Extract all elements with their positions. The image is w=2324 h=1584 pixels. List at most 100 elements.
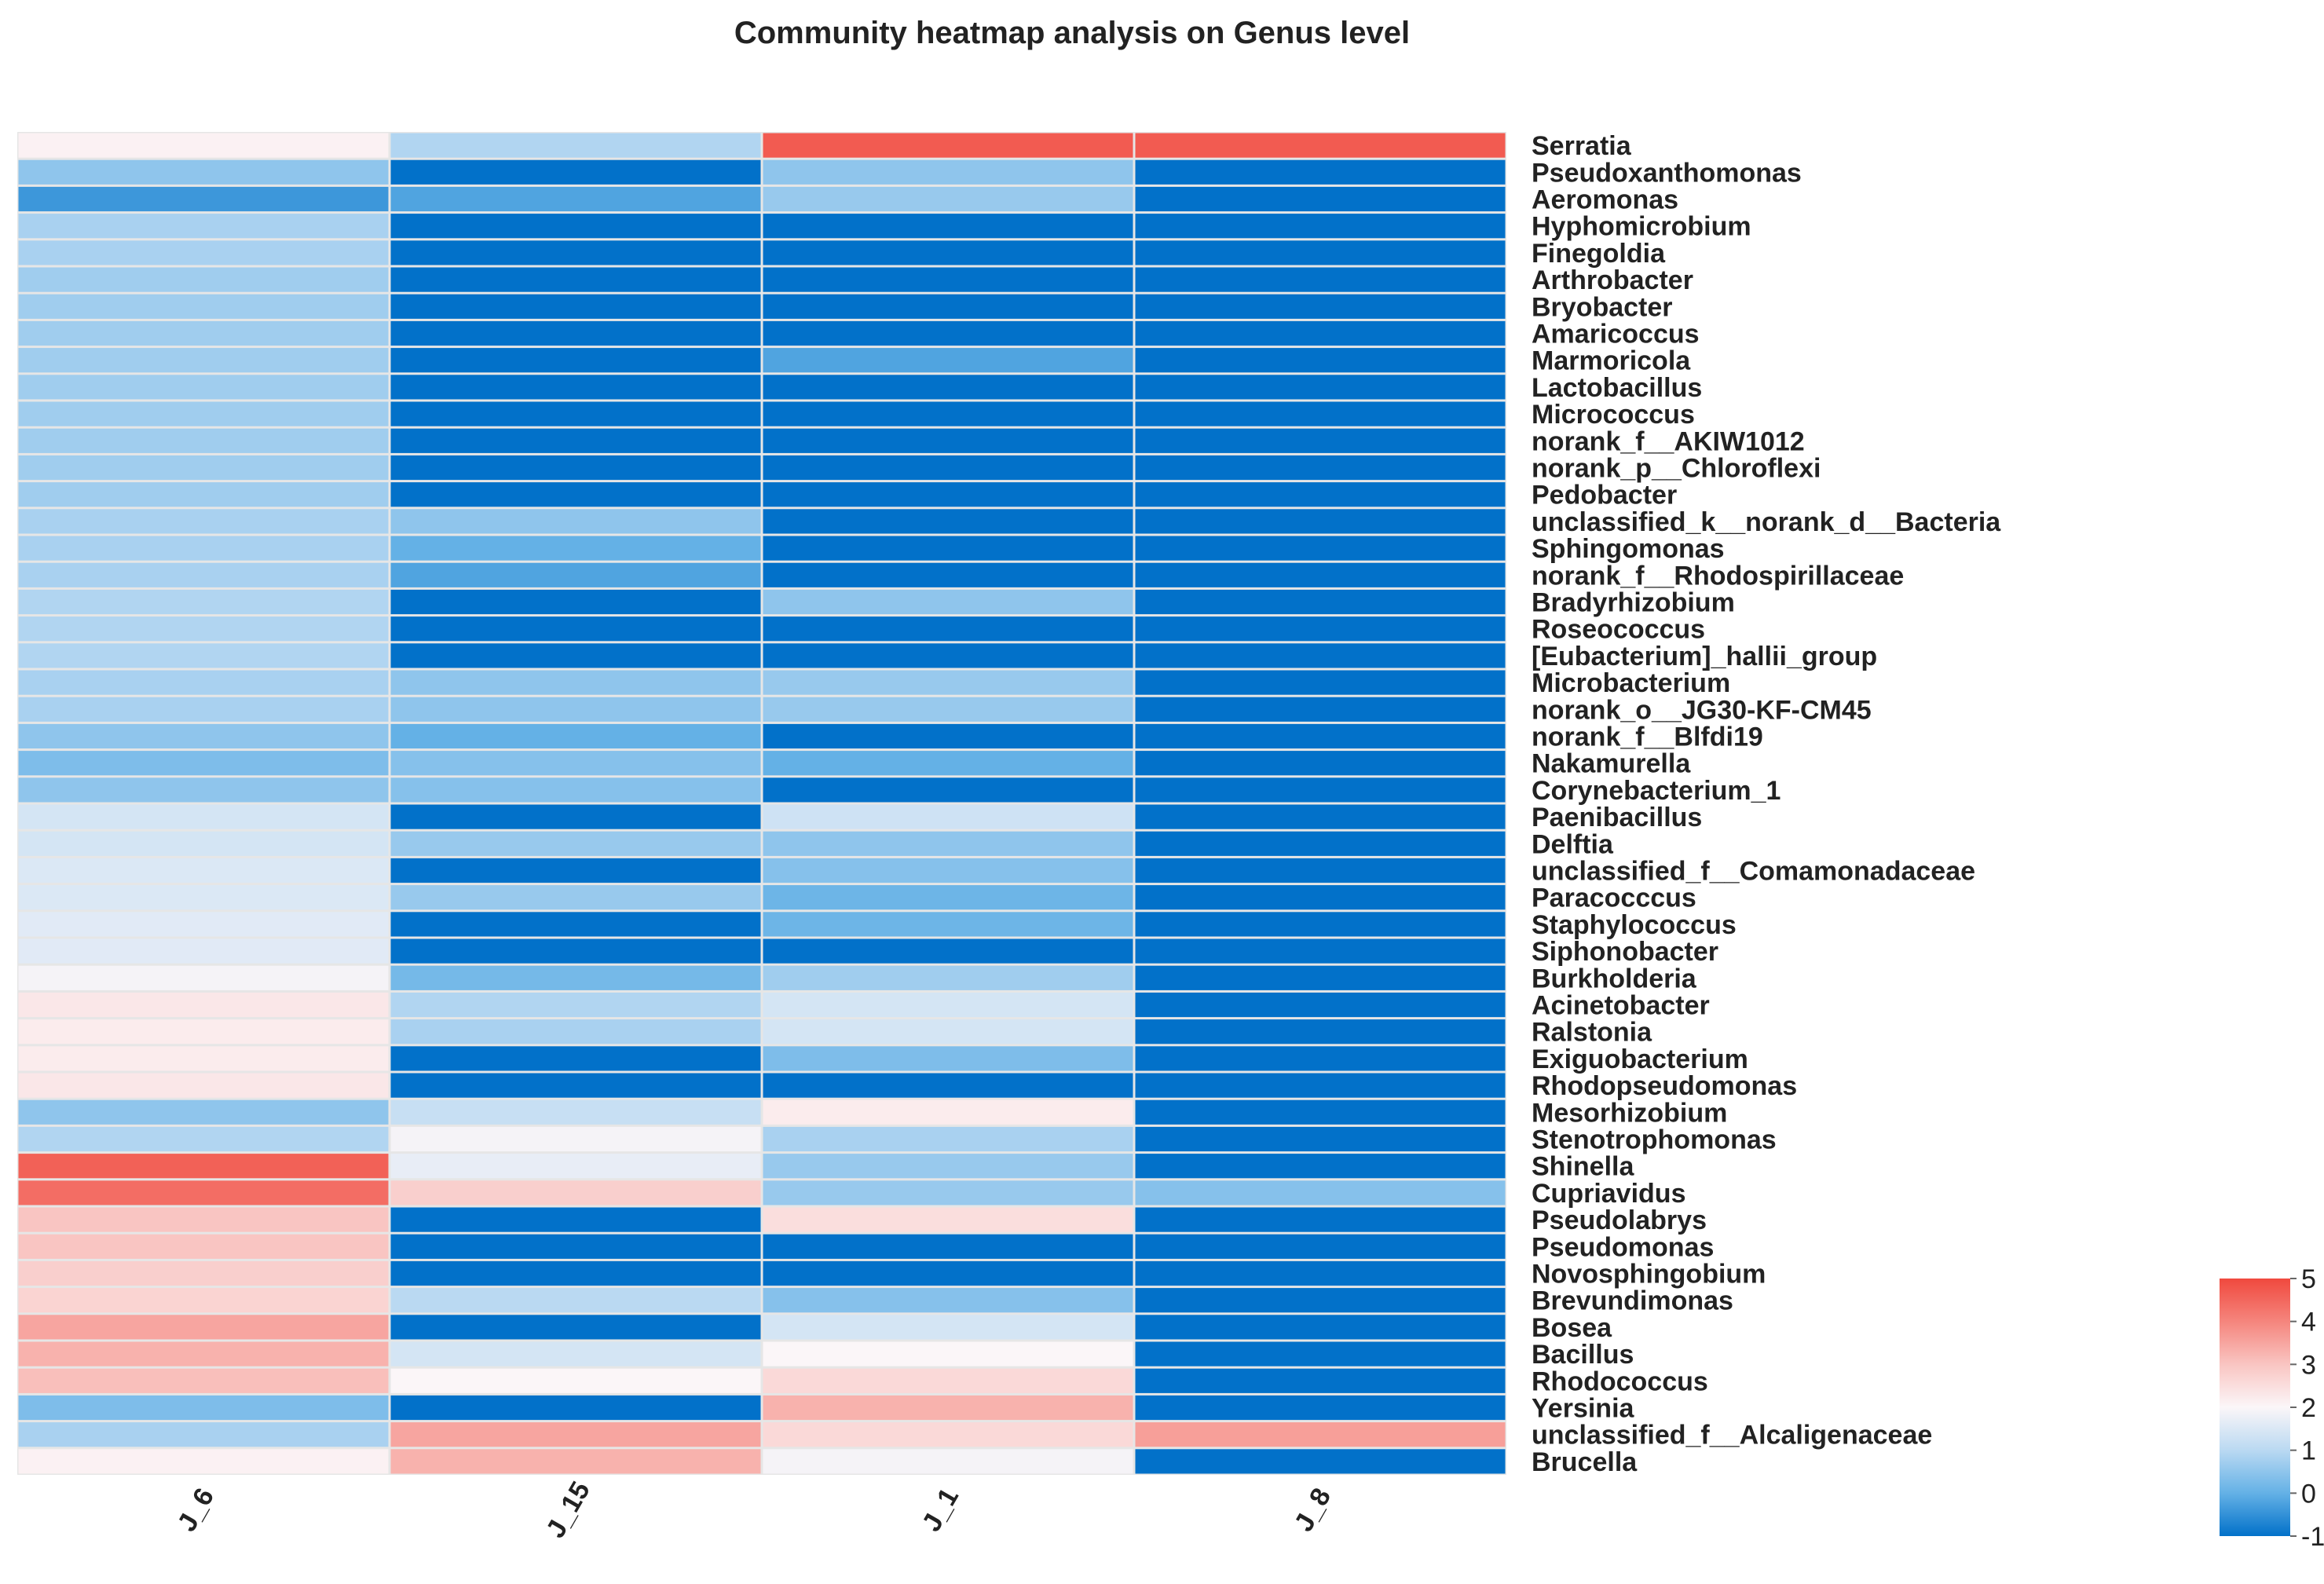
heatmap-cell-bryobacter-j-8: [1135, 294, 1506, 319]
heatmap-cell-cupriavidus-j-8: [1135, 1180, 1506, 1205]
heatmap-cell-exiguobacterium-j-15: [390, 1046, 761, 1071]
row-label-brevundimonas: Brevundimonas: [1532, 1286, 1733, 1316]
heatmap-cell-pseudoxanthomonas-j-15: [390, 159, 761, 185]
heatmap-cells: [17, 132, 1506, 1475]
heatmap-cell-unclassified-k-norank-d-bacteria-j-6: [18, 509, 389, 534]
heatmap-cell-paenibacillus-j-8: [1135, 804, 1506, 829]
heatmap-cell-bacillus-j-15: [390, 1341, 761, 1366]
row-label-corynebacterium-1: Corynebacterium_1: [1532, 776, 1781, 806]
heatmap-cell-novosphingobium-j-6: [18, 1260, 389, 1286]
column-labels: J_6 J_15 J_1 J_8: [172, 1476, 1337, 1543]
heatmap-cell-arthrobacter-j-15: [390, 267, 761, 292]
heatmap-cell-paenibacillus-j-15: [390, 804, 761, 829]
heatmap-cell-finegoldia-j-1: [763, 240, 1133, 265]
heatmap-cell-pedobacter-j-8: [1135, 482, 1506, 507]
row-label-norank-f-blfdi19: norank_f__Blfdi19: [1532, 722, 1763, 752]
heatmap-cell-brevundimonas-j-15: [390, 1288, 761, 1313]
heatmap-cell-marmoricola-j-6: [18, 348, 389, 373]
heatmap-cell-unclassified-f-comamonadaceae-j-6: [18, 858, 389, 883]
heatmap-cell-norank-f-rhodospirillaceae-j-1: [763, 562, 1133, 587]
heatmap-cell-norank-f-rhodospirillaceae-j-6: [18, 562, 389, 587]
heatmap-cell-norank-f-rhodospirillaceae-j-15: [390, 562, 761, 587]
row-label-paenibacillus: Paenibacillus: [1532, 803, 1702, 832]
legend-tick-label-4: 4: [2301, 1308, 2316, 1337]
heatmap-cell-novosphingobium-j-15: [390, 1260, 761, 1286]
heatmap-cell-pseudomonas-j-6: [18, 1234, 389, 1259]
heatmap-cell-pseudolabrys-j-6: [18, 1207, 389, 1232]
heatmap-cell-shinella-j-6: [18, 1154, 389, 1179]
heatmap-cell-rhodopseudomonas-j-8: [1135, 1073, 1506, 1098]
heatmap-cell-aeromonas-j-1: [763, 186, 1133, 212]
heatmap-cell-marmoricola-j-8: [1135, 348, 1506, 373]
row-label-mesorhizobium: Mesorhizobium: [1532, 1098, 1727, 1128]
row-label-finegoldia: Finegoldia: [1532, 239, 1666, 269]
heatmap-cell-lactobacillus-j-8: [1135, 375, 1506, 400]
heatmap-cell-stenotrophomonas-j-1: [763, 1126, 1133, 1152]
heatmap-cell-pseudomonas-j-1: [763, 1234, 1133, 1259]
heatmap-cell-yersinia-j-8: [1135, 1395, 1506, 1421]
row-label-delftia: Delftia: [1532, 829, 1614, 859]
row-label-burkholderia: Burkholderia: [1532, 964, 1697, 993]
heatmap-cell-ralstonia-j-6: [18, 1019, 389, 1044]
row-label-norank-f-akiw1012: norank_f__AKIW1012: [1532, 426, 1805, 456]
heatmap-cell-norank-f-akiw1012-j-8: [1135, 428, 1506, 453]
heatmap-cell-eubacterium-hallii-group-j-8: [1135, 643, 1506, 668]
heatmap-cell-aeromonas-j-6: [18, 186, 389, 212]
row-label-lactobacillus: Lactobacillus: [1532, 373, 1702, 403]
heatmap-cell-finegoldia-j-6: [18, 240, 389, 265]
heatmap-cell-paenibacillus-j-1: [763, 804, 1133, 829]
heatmap-cell-norank-f-rhodospirillaceae-j-8: [1135, 562, 1506, 587]
heatmap-cell-serratia-j-1: [763, 133, 1133, 158]
heatmap-cell-lactobacillus-j-1: [763, 375, 1133, 400]
heatmap-cell-ralstonia-j-15: [390, 1019, 761, 1044]
heatmap-cell-sphingomonas-j-8: [1135, 536, 1506, 561]
row-label-siphonobacter: Siphonobacter: [1532, 937, 1718, 967]
heatmap-cell-ralstonia-j-1: [763, 1019, 1133, 1044]
legend-tick-label-1: -1: [2301, 1522, 2324, 1552]
heatmap-cell-rhodococcus-j-8: [1135, 1368, 1506, 1393]
heatmap-cell-ralstonia-j-8: [1135, 1019, 1506, 1044]
heatmap-cell-delftia-j-1: [763, 831, 1133, 856]
heatmap-cell-delftia-j-6: [18, 831, 389, 856]
row-label-pseudomonas: Pseudomonas: [1532, 1232, 1714, 1262]
heatmap-cell-burkholderia-j-15: [390, 965, 761, 990]
column-label-j-1: J_1: [917, 1483, 964, 1536]
heatmap-cell-shinella-j-15: [390, 1154, 761, 1179]
heatmap-cell-bacillus-j-8: [1135, 1341, 1506, 1366]
row-label-nakamurella: Nakamurella: [1532, 749, 1691, 779]
heatmap-cell-cupriavidus-j-1: [763, 1180, 1133, 1205]
heatmap-cell-norank-f-akiw1012-j-15: [390, 428, 761, 453]
row-label-norank-f-rhodospirillaceae: norank_f__Rhodospirillaceae: [1532, 561, 1904, 591]
heatmap-cell-mesorhizobium-j-1: [763, 1099, 1133, 1125]
heatmap-cell-eubacterium-hallii-group-j-1: [763, 643, 1133, 668]
heatmap-cell-norank-f-akiw1012-j-1: [763, 428, 1133, 453]
row-labels: SerratiaPseudoxanthomonasAeromonasHyphom…: [1532, 131, 2001, 1477]
heatmap-cell-stenotrophomonas-j-15: [390, 1126, 761, 1152]
row-label-stenotrophomonas: Stenotrophomonas: [1532, 1125, 1777, 1155]
row-label-bradyrhizobium: Bradyrhizobium: [1532, 588, 1735, 618]
heatmap-cell-arthrobacter-j-6: [18, 267, 389, 292]
heatmap-cell-exiguobacterium-j-8: [1135, 1046, 1506, 1071]
heatmap-cell-pseudomonas-j-8: [1135, 1234, 1506, 1259]
heatmap-cell-eubacterium-hallii-group-j-15: [390, 643, 761, 668]
heatmap-cell-staphylococcus-j-8: [1135, 912, 1506, 937]
heatmap-cell-bosea-j-8: [1135, 1315, 1506, 1340]
heatmap-cell-cupriavidus-j-6: [18, 1180, 389, 1205]
heatmap-cell-pseudoxanthomonas-j-1: [763, 159, 1133, 185]
heatmap-cell-bacillus-j-6: [18, 1341, 389, 1366]
heatmap-cell-brucella-j-1: [763, 1449, 1133, 1474]
heatmap-cell-nakamurella-j-1: [763, 751, 1133, 776]
heatmap-cell-corynebacterium-1-j-8: [1135, 777, 1506, 803]
heatmap-cell-finegoldia-j-15: [390, 240, 761, 265]
row-label-bryobacter: Bryobacter: [1532, 292, 1673, 322]
row-label-pseudoxanthomonas: Pseudoxanthomonas: [1532, 158, 1802, 188]
row-label-cupriavidus: Cupriavidus: [1532, 1179, 1685, 1209]
row-label-serratia: Serratia: [1532, 131, 1632, 161]
heatmap-cell-nakamurella-j-15: [390, 751, 761, 776]
column-label-j-15: J_15: [540, 1476, 596, 1543]
heatmap-cell-acinetobacter-j-15: [390, 992, 761, 1018]
heatmap-cell-microbacterium-j-6: [18, 670, 389, 695]
heatmap-cell-aeromonas-j-15: [390, 186, 761, 212]
heatmap-cell-rhodococcus-j-1: [763, 1368, 1133, 1393]
